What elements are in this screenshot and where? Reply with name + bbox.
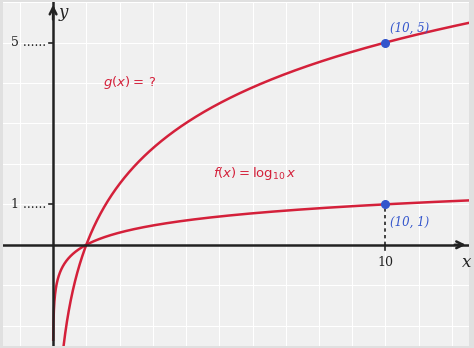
Text: y: y [59, 4, 68, 21]
Text: (10, 1): (10, 1) [391, 216, 430, 229]
Text: 10: 10 [377, 256, 393, 269]
Text: x: x [462, 254, 472, 271]
Text: $g(x) = \,?$: $g(x) = \,?$ [103, 74, 156, 92]
Text: 1 ......: 1 ...... [11, 198, 46, 211]
Text: (10, 5): (10, 5) [391, 22, 430, 35]
Text: 5 ......: 5 ...... [11, 36, 46, 49]
Text: $f(x) = \log_{10} x$: $f(x) = \log_{10} x$ [213, 166, 296, 182]
